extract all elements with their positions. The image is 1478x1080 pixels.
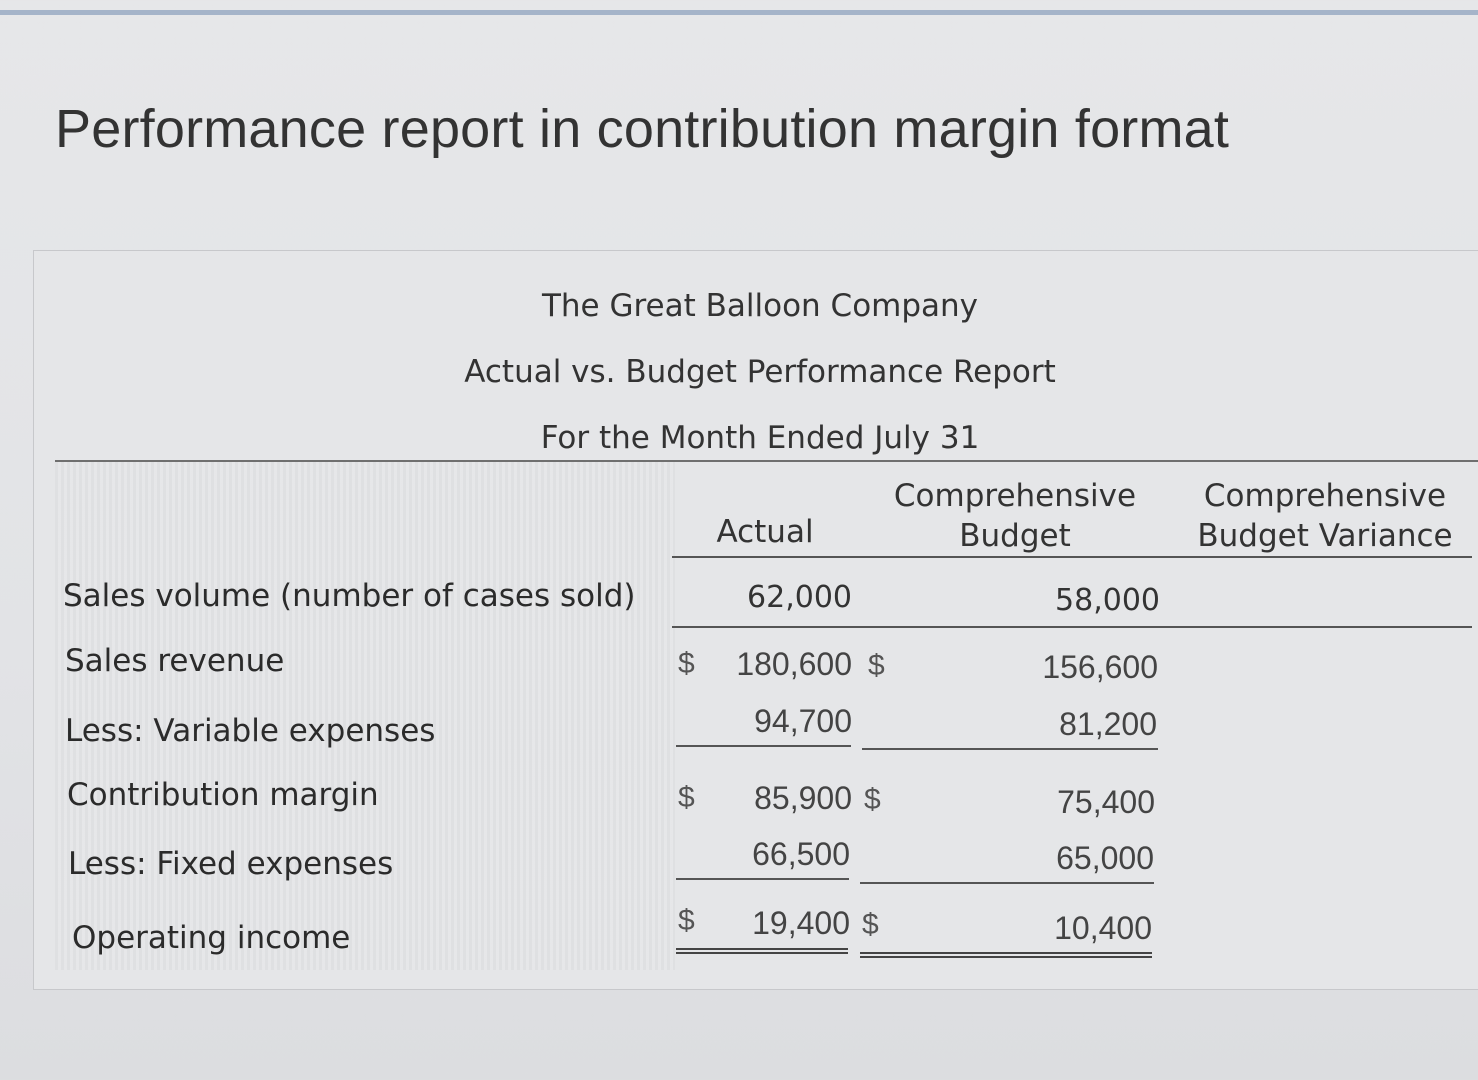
actual-operating-income-double-underline (676, 948, 848, 954)
row-label-sales-volume: Sales volume (number of cases sold) (63, 578, 636, 614)
column-header-variance-line2: Budget Variance (1197, 518, 1453, 554)
row-label-contribution-margin: Contribution margin (67, 777, 379, 813)
actual-operating-income-currency: $ (678, 904, 695, 937)
actual-fixed-expenses: 66,500 (752, 836, 850, 872)
budget-fixed-expenses: 65,000 (1056, 840, 1154, 876)
column-header-budget-line1: Comprehensive (893, 478, 1137, 514)
budget-operating-income: 10,400 (1054, 910, 1152, 946)
budget-fixed-expenses-underline (860, 882, 1154, 884)
actual-sales-revenue: 180,600 (736, 646, 852, 682)
actual-contribution-margin: 85,900 (754, 780, 852, 816)
actual-fixed-expenses-underline (676, 878, 849, 880)
budget-variable-expenses: 81,200 (1059, 706, 1157, 742)
row-label-variable-expenses: Less: Variable expenses (65, 713, 436, 749)
actual-variable-expenses-underline (676, 745, 851, 747)
actual-operating-income: 19,400 (752, 905, 850, 941)
budget-operating-income-double-underline (860, 952, 1152, 958)
budget-contribution-margin: 75,400 (1057, 784, 1155, 820)
label-column-background (55, 462, 675, 970)
budget-operating-income-currency: $ (862, 908, 879, 941)
column-header-rule (672, 556, 1472, 558)
column-header-variance: Comprehensive Budget Variance (1180, 476, 1470, 556)
column-header-budget: Comprehensive Budget (870, 476, 1160, 556)
report-period: For the Month Ended July 31 (540, 420, 980, 456)
budget-sales-volume: 58,000 (1055, 583, 1160, 618)
actual-sales-volume: 62,000 (747, 580, 852, 615)
budget-contribution-margin-currency: $ (864, 783, 881, 816)
row-label-operating-income: Operating income (72, 920, 351, 956)
company-name: The Great Balloon Company (541, 288, 979, 324)
column-header-budget-line2: Budget (959, 518, 1071, 554)
budget-sales-revenue-currency: $ (868, 649, 885, 682)
actual-contribution-margin-currency: $ (678, 781, 695, 814)
column-header-actual: Actual (716, 514, 814, 550)
budget-variable-expenses-underline (862, 748, 1158, 750)
budget-sales-revenue: 156,600 (1042, 649, 1158, 685)
row-label-fixed-expenses: Less: Fixed expenses (68, 846, 394, 882)
page-title: Performance report in contribution margi… (55, 99, 1230, 159)
row-label-sales-revenue: Sales revenue (65, 643, 285, 679)
sales-volume-rule (672, 626, 1472, 628)
header-rule (55, 460, 1478, 462)
top-border (0, 10, 1478, 15)
actual-sales-revenue-currency: $ (678, 647, 695, 680)
report-name: Actual vs. Budget Performance Report (464, 354, 1056, 390)
column-header-variance-line1: Comprehensive (1203, 478, 1447, 514)
actual-variable-expenses: 94,700 (754, 703, 852, 739)
